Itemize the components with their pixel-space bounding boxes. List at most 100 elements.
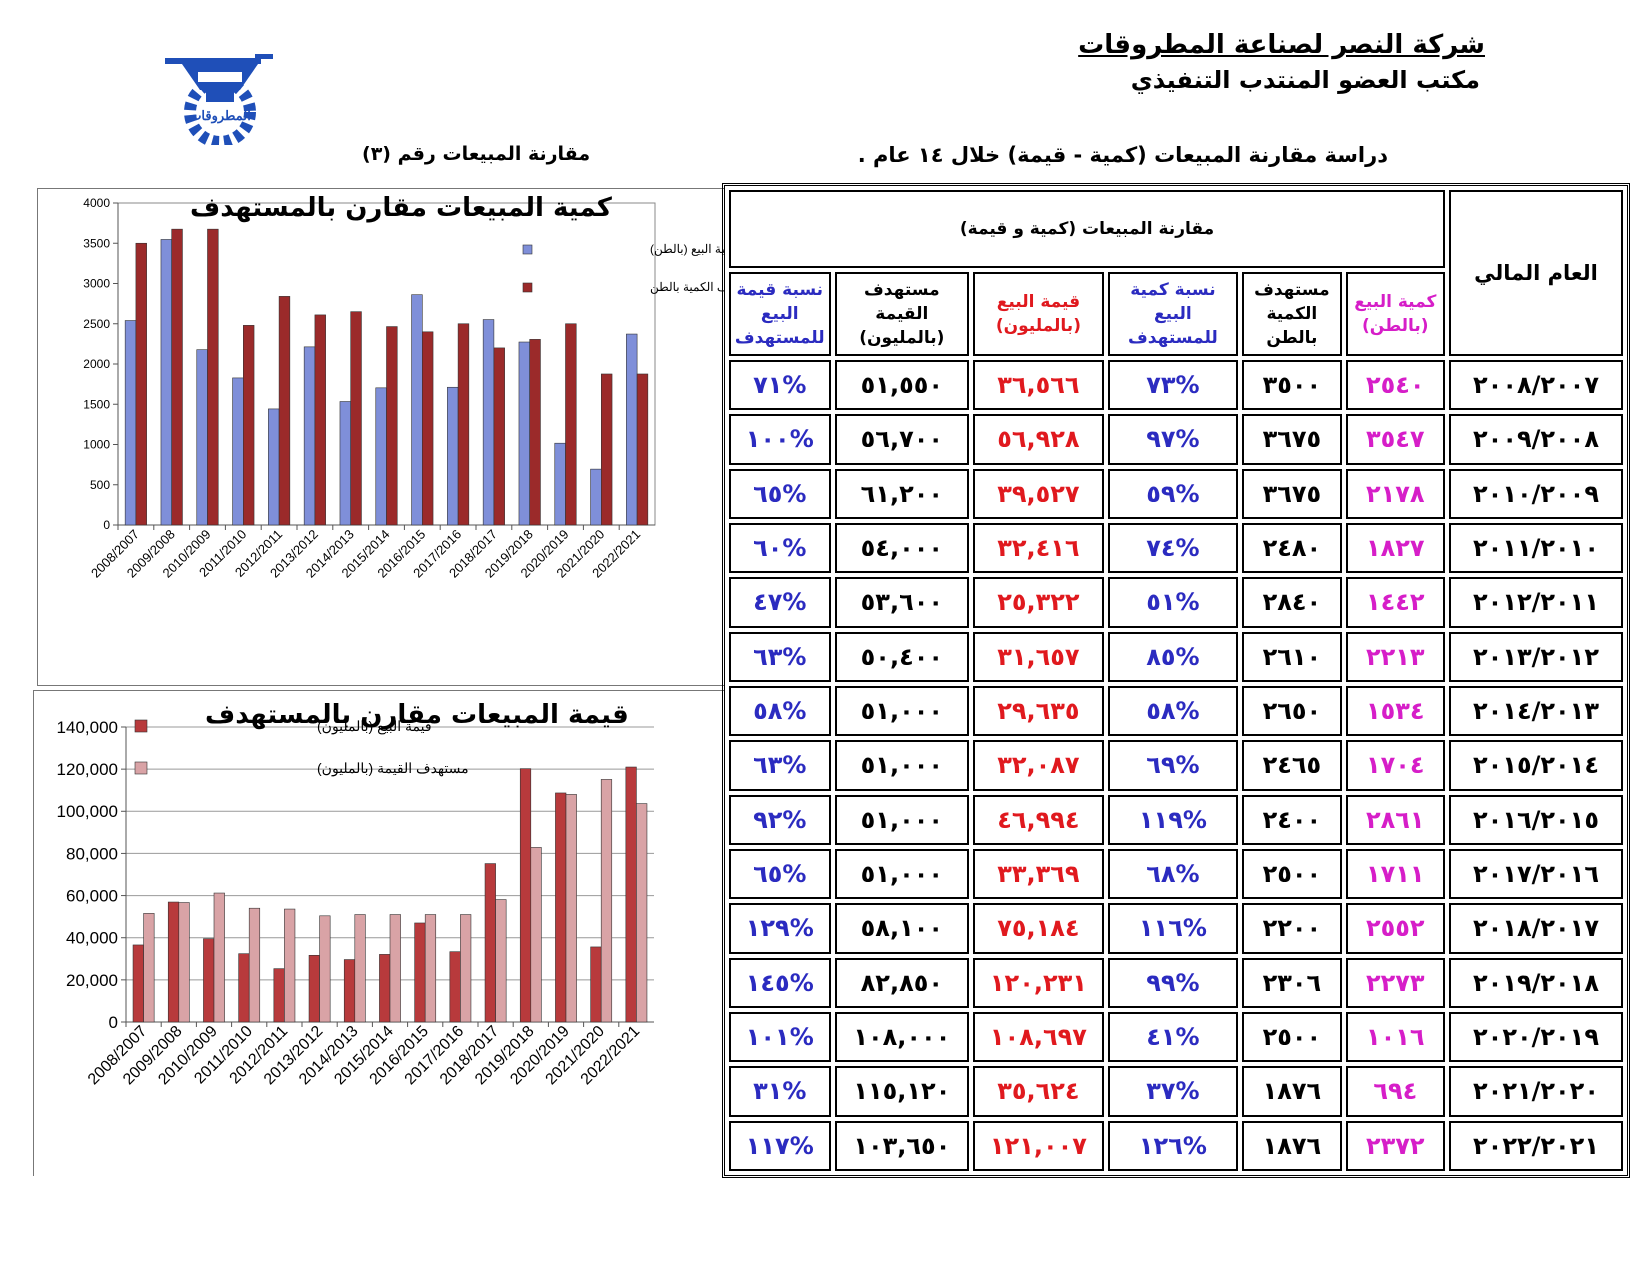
value-cell: ٤٦,٩٩٤ bbox=[973, 794, 1104, 845]
target-qty-cell: ٣٥٠٠ bbox=[1242, 360, 1342, 411]
bar bbox=[350, 311, 362, 526]
bar bbox=[278, 296, 291, 526]
bar bbox=[482, 319, 495, 526]
bar bbox=[284, 908, 296, 1023]
bar bbox=[196, 349, 208, 526]
pct-value-cell: %٤٧ bbox=[729, 577, 831, 628]
qty-cell: ٢٢١٣ bbox=[1345, 631, 1445, 682]
bar bbox=[565, 794, 577, 1023]
table-row: ٢٠١٩/٢٠١٨ ٢٢٧٣ ٢٣٠٦ %٩٩ ١٢٠,٢٣١ ٨٢,٨٥٠ %١٤٥ bbox=[729, 957, 1623, 1008]
value-cell: ٣٣,٣٦٩ bbox=[973, 848, 1104, 900]
pct-value-cell: %٦٣ bbox=[729, 740, 831, 791]
y-tick-label: 20,000 bbox=[66, 971, 118, 990]
bar bbox=[518, 341, 530, 526]
pct-value-cell: %١١٧ bbox=[729, 1120, 831, 1171]
pct-qty-cell: %٨٥ bbox=[1107, 631, 1239, 682]
value-cell: ٣٩,٥٢٧ bbox=[973, 468, 1104, 519]
quantity-chart-title: كمية المبيعات مقارن بالمستهدف bbox=[190, 193, 612, 223]
bar bbox=[248, 907, 261, 1023]
sales-table: العام المالي مقارنة المبيعات (كمية و قيم… bbox=[725, 186, 1627, 1175]
logo-text: المطروقات bbox=[189, 108, 251, 124]
target-qty-header: مستهدف الكمية بالطن bbox=[1242, 272, 1342, 356]
target-value-cell: ٥١,٠٠٠ bbox=[834, 685, 970, 737]
year-cell: ٢٠٢٠/٢٠١٩ bbox=[1449, 1011, 1623, 1063]
year-cell: ٢٠١٠/٢٠٠٩ bbox=[1449, 468, 1623, 519]
year-cell: ٢٠٠٨/٢٠٠٧ bbox=[1449, 360, 1623, 411]
study-title: دراسة مقارنة المبيعات (كمية - قيمة) خلال… bbox=[857, 143, 1388, 167]
pct-qty-cell: %٤١ bbox=[1107, 1011, 1239, 1063]
pct-qty-cell: %١٢٦ bbox=[1107, 1120, 1239, 1171]
target-value-cell: ٥٣,٦٠٠ bbox=[834, 577, 970, 628]
pct-qty-cell: %٦٨ bbox=[1107, 848, 1239, 900]
qty-cell: ٢٣٧٢ bbox=[1345, 1120, 1445, 1171]
value-cell: ٢٥,٣٢٢ bbox=[973, 577, 1104, 628]
bar bbox=[308, 954, 320, 1023]
pct-value-cell: %١٢٩ bbox=[729, 903, 831, 954]
year-cell: ٢٠٢١/٢٠٢٠ bbox=[1449, 1066, 1623, 1117]
target-value-cell: ٥٨,١٠٠ bbox=[834, 903, 970, 954]
target-qty-cell: ٢٨٤٠ bbox=[1242, 577, 1342, 628]
bar bbox=[238, 953, 250, 1023]
bar bbox=[343, 959, 356, 1023]
table-row: ٢٠١٥/٢٠١٤ ١٧٠٤ ٢٤٦٥ %٦٩ ٣٢,٠٨٧ ٥١,٠٠٠ %٦٣ bbox=[729, 740, 1623, 791]
bar bbox=[167, 901, 180, 1023]
table-row: ٢٠١٢/٢٠١١ ١٤٤٢ ٢٨٤٠ %٥١ ٢٥,٣٢٢ ٥٣,٦٠٠ %٤٧ bbox=[729, 577, 1623, 628]
target-qty-cell: ٢٤٨٠ bbox=[1242, 522, 1342, 574]
target-qty-cell: ٢٥٠٠ bbox=[1242, 1011, 1342, 1063]
bar bbox=[600, 779, 613, 1023]
pct-value-cell: %٦٠ bbox=[729, 522, 831, 574]
value-cell: ٧٥,١٨٤ bbox=[973, 903, 1104, 954]
table-row: ٢٠١١/٢٠١٠ ١٨٢٧ ٢٤٨٠ %٧٤ ٣٢,٤١٦ ٥٤,٠٠٠ %٦٠ bbox=[729, 522, 1623, 574]
bar bbox=[414, 922, 426, 1023]
qty-cell: ٢٢٧٣ bbox=[1345, 957, 1445, 1008]
bar bbox=[379, 954, 391, 1023]
target-qty-cell: ٢٤٦٥ bbox=[1242, 740, 1342, 791]
bar bbox=[268, 408, 280, 526]
pct-value-cell: %٦٥ bbox=[729, 848, 831, 900]
quantity-chart-frame: 0 500 1000 1500 2000 2500 3000 3500 4000 2008/200… bbox=[37, 188, 762, 686]
y-tick-label: 140,000 bbox=[57, 718, 118, 737]
value-cell: ٣٢,٠٨٧ bbox=[973, 740, 1104, 791]
bar bbox=[519, 768, 532, 1023]
bar bbox=[339, 401, 351, 526]
bar bbox=[565, 323, 577, 526]
value-cell: ٣٦,٥٦٦ bbox=[973, 360, 1104, 411]
pct-qty-cell: %٥١ bbox=[1107, 577, 1239, 628]
value-chart: 0 20,000 40,000 60,000 80,000 100,000 120,000 1… bbox=[57, 718, 654, 1088]
bar bbox=[529, 339, 541, 526]
table-row: ٢٠١٦/٢٠١٥ ٢٨٦١ ٢٤٠٠ %١١٩ ٤٦,٩٩٤ ٥١,٠٠٠ %٩٢ bbox=[729, 794, 1623, 845]
table-row: ٢٠١٧/٢٠١٦ ١٧١١ ٢٥٠٠ %٦٨ ٣٣,٣٦٩ ٥١,٠٠٠ %٦٥ bbox=[729, 848, 1623, 900]
bar bbox=[457, 323, 470, 526]
bar bbox=[132, 944, 144, 1023]
company-logo: المطروقات bbox=[165, 54, 273, 145]
pct-value-cell: %٦٣ bbox=[729, 631, 831, 682]
bar bbox=[319, 915, 331, 1023]
bar bbox=[460, 914, 472, 1023]
year-header: العام المالي bbox=[1449, 190, 1623, 356]
target-qty-cell: ٢٤٠٠ bbox=[1242, 794, 1342, 845]
year-cell: ٢٠١٨/٢٠١٧ bbox=[1449, 903, 1623, 954]
year-cell: ٢٠١٧/٢٠١٦ bbox=[1449, 848, 1623, 900]
year-cell: ٢٠١٦/٢٠١٥ bbox=[1449, 794, 1623, 845]
qty-header: كمية البيع (بالطن) bbox=[1345, 272, 1445, 356]
y-tick-label: 0 bbox=[103, 518, 110, 532]
target-value-cell: ٥٤,٠٠٠ bbox=[834, 522, 970, 574]
table-row: ٢٠٠٩/٢٠٠٨ ٣٥٤٧ ٣٦٧٥ %٩٧ ٥٦,٩٢٨ ٥٦,٧٠٠ %١٠٠ bbox=[729, 414, 1623, 465]
year-cell: ٢٠١١/٢٠١٠ bbox=[1449, 522, 1623, 574]
y-tick-label: 4000 bbox=[83, 196, 110, 210]
value-cell: ١٢١,٠٠٧ bbox=[973, 1120, 1104, 1171]
group-header: مقارنة المبيعات (كمية و قيمة) bbox=[729, 190, 1445, 268]
value-cell: ٢٩,٦٣٥ bbox=[973, 685, 1104, 737]
target-value-cell: ٥١,٠٠٠ bbox=[834, 794, 970, 845]
pct-qty-cell: %٩٧ bbox=[1107, 414, 1239, 465]
bar bbox=[314, 314, 326, 526]
legend-swatch bbox=[134, 761, 148, 775]
bar bbox=[421, 331, 434, 526]
qty-cell: ١٥٣٤ bbox=[1345, 685, 1445, 737]
y-tick-label: 100,000 bbox=[57, 802, 118, 821]
bar bbox=[554, 442, 566, 526]
legend-swatch bbox=[522, 244, 533, 255]
target-value-cell: ١٠٨,٠٠٠ bbox=[834, 1011, 970, 1063]
office-name: مكتب العضو المنتدب التنفيذي bbox=[1130, 66, 1480, 94]
pct-value-cell: %١٠٠ bbox=[729, 414, 831, 465]
